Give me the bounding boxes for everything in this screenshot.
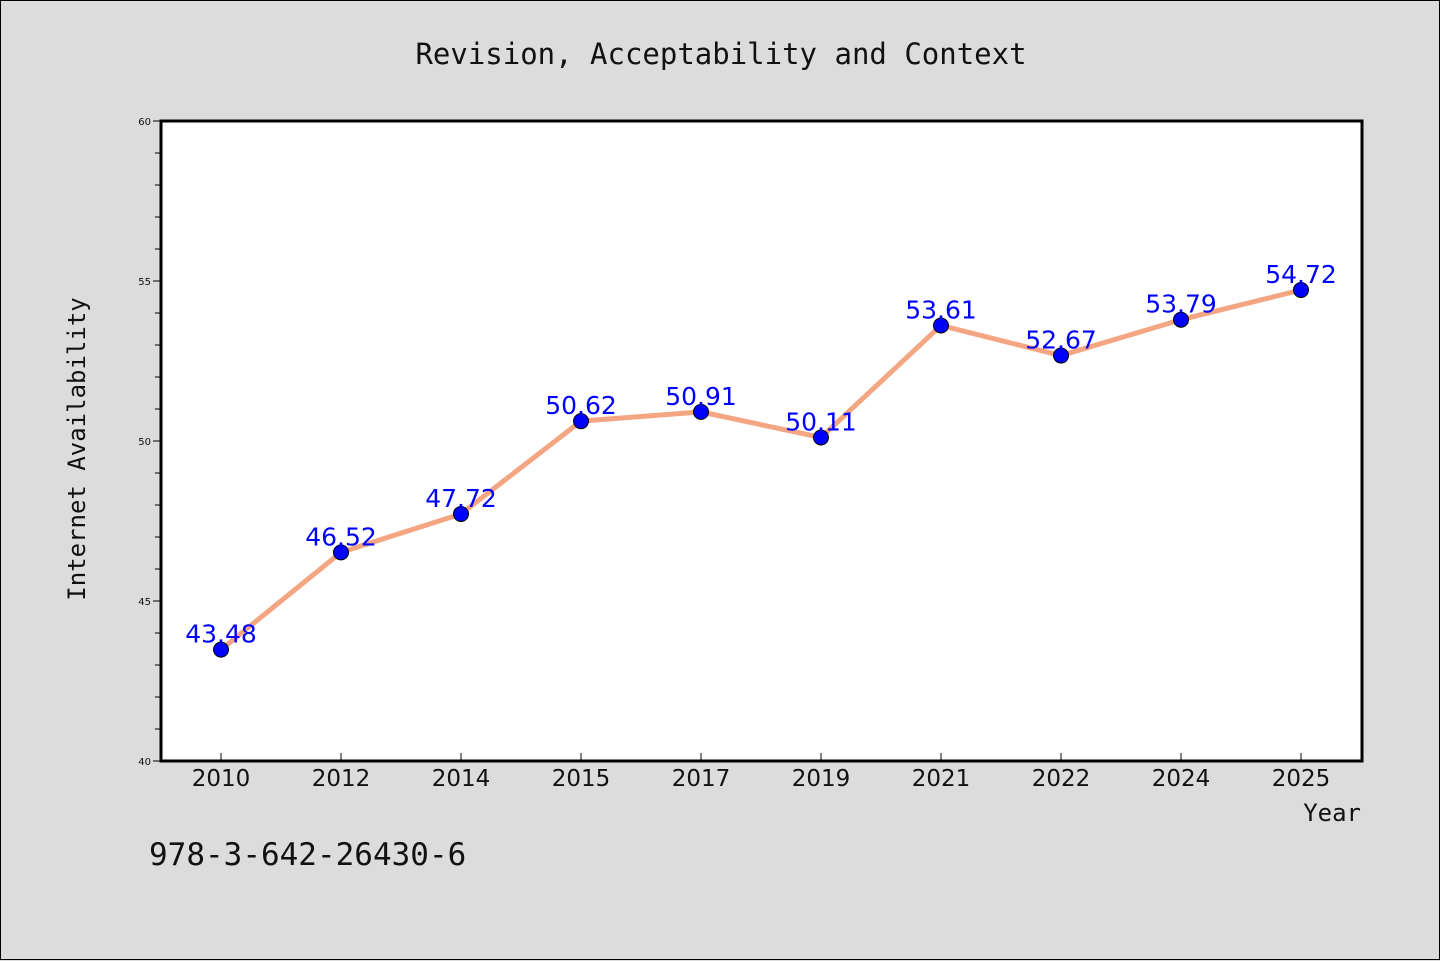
data-label: 53.79 xyxy=(1145,290,1217,319)
y-tick-label: 40 xyxy=(138,757,151,768)
data-point xyxy=(1053,347,1069,364)
data-point xyxy=(933,317,949,334)
data-point xyxy=(1173,311,1189,328)
x-tick-label: 2024 xyxy=(1152,766,1211,792)
footer-isbn: 978-3-642-26430-6 xyxy=(149,837,466,873)
data-label: 53.61 xyxy=(905,295,977,324)
y-tick-label: 55 xyxy=(138,277,151,288)
x-tick-label: 2025 xyxy=(1272,766,1331,792)
y-tick-label: 45 xyxy=(138,597,151,608)
plot-area xyxy=(159,119,1364,763)
series-line xyxy=(218,287,1304,653)
data-point xyxy=(333,544,349,561)
data-label: 47.72 xyxy=(425,484,497,513)
x-tick-label: 2012 xyxy=(312,766,371,792)
x-axis: 2010 2012 2014 2015 2017 2019 2021 2022 2024 2025 xyxy=(192,753,1331,792)
x-tick-label: 2010 xyxy=(192,766,251,792)
y-axis-label: Internet Availability xyxy=(63,297,91,600)
data-label: 50.62 xyxy=(545,391,617,420)
x-tick-label: 2017 xyxy=(672,766,731,792)
data-label: 46.52 xyxy=(305,522,377,551)
x-tick-label: 2021 xyxy=(912,766,971,792)
data-label: 54.72 xyxy=(1265,260,1337,289)
data-point xyxy=(453,505,469,522)
data-label: 43.48 xyxy=(185,620,257,649)
chart-title: Revision, Acceptability and Context xyxy=(415,37,1026,71)
data-label: 50.11 xyxy=(785,407,857,436)
data-label: 50.91 xyxy=(665,382,737,411)
data-point xyxy=(213,641,229,658)
y-tick-label: 60 xyxy=(138,117,151,128)
data-point xyxy=(1293,281,1309,298)
x-tick-label: 2022 xyxy=(1032,766,1091,792)
x-tick-label: 2015 xyxy=(552,766,611,792)
data-label: 52.67 xyxy=(1025,326,1097,355)
y-axis: 40 45 50 55 60 xyxy=(138,117,161,768)
x-tick-label: 2014 xyxy=(432,766,491,792)
data-point xyxy=(693,403,709,420)
series-line-group: 43.48 46.52 47.72 50.62 50.91 50.11 53.61 52.67… xyxy=(185,260,1337,658)
y-tick-label: 50 xyxy=(138,437,151,448)
data-point xyxy=(813,429,829,446)
x-tick-label: 2019 xyxy=(792,766,851,792)
x-axis-label: Year xyxy=(1303,799,1361,827)
data-point xyxy=(573,413,589,430)
